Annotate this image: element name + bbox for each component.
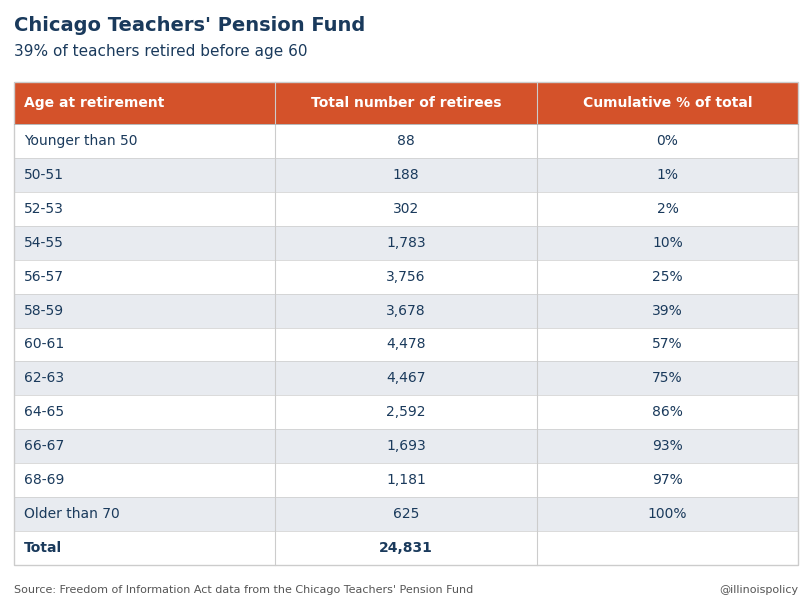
Text: 1%: 1% (655, 168, 678, 182)
Bar (14, 395, 797, 429)
Text: 56-57: 56-57 (24, 269, 64, 284)
Text: 1,181: 1,181 (385, 473, 426, 487)
Text: 0%: 0% (656, 134, 677, 148)
Text: Total number of retirees: Total number of retirees (311, 96, 500, 110)
Text: Source: Freedom of Information Act data from the Chicago Teachers' Pension Fund: Source: Freedom of Information Act data … (14, 585, 473, 595)
Text: 302: 302 (393, 202, 418, 216)
Bar (14, 463, 797, 497)
Text: 50-51: 50-51 (24, 168, 64, 182)
Bar (14, 226, 797, 260)
Text: 3,678: 3,678 (386, 304, 425, 317)
Text: @illinoispolicy: @illinoispolicy (718, 585, 797, 595)
Text: 68-69: 68-69 (24, 473, 64, 487)
Text: 88: 88 (397, 134, 414, 148)
Text: 58-59: 58-59 (24, 304, 64, 317)
Text: 2%: 2% (656, 202, 677, 216)
Text: 188: 188 (393, 168, 418, 182)
Bar (14, 192, 797, 226)
Text: 39% of teachers retired before age 60: 39% of teachers retired before age 60 (14, 44, 307, 59)
Text: 1,693: 1,693 (386, 439, 425, 453)
Bar (14, 293, 797, 328)
Text: 97%: 97% (651, 473, 682, 487)
Text: 3,756: 3,756 (386, 269, 425, 284)
Text: 86%: 86% (651, 405, 682, 419)
Text: Chicago Teachers' Pension Fund: Chicago Teachers' Pension Fund (14, 16, 365, 35)
Text: Older than 70: Older than 70 (24, 507, 119, 521)
Text: 93%: 93% (651, 439, 682, 453)
Text: 75%: 75% (651, 371, 682, 386)
Text: 60-61: 60-61 (24, 338, 64, 352)
Bar (14, 124, 797, 158)
Text: Age at retirement: Age at retirement (24, 96, 164, 110)
Bar (14, 328, 797, 362)
Text: 64-65: 64-65 (24, 405, 64, 419)
Text: 25%: 25% (651, 269, 682, 284)
Bar (14, 362, 797, 395)
Bar (14, 429, 797, 463)
Text: 39%: 39% (651, 304, 682, 317)
Text: 4,478: 4,478 (386, 338, 425, 352)
Text: 52-53: 52-53 (24, 202, 64, 216)
Text: 54-55: 54-55 (24, 236, 64, 250)
Text: 4,467: 4,467 (386, 371, 425, 386)
Text: 62-63: 62-63 (24, 371, 64, 386)
Bar (14, 260, 797, 293)
Bar (14, 158, 797, 192)
Text: 66-67: 66-67 (24, 439, 64, 453)
Text: 2,592: 2,592 (386, 405, 425, 419)
Text: 1,783: 1,783 (386, 236, 425, 250)
Text: 24,831: 24,831 (379, 541, 432, 555)
Text: Younger than 50: Younger than 50 (24, 134, 137, 148)
Text: Cumulative % of total: Cumulative % of total (582, 96, 751, 110)
Text: 100%: 100% (647, 507, 686, 521)
Text: Total: Total (24, 541, 62, 555)
Text: 57%: 57% (651, 338, 682, 352)
Bar (14, 82, 797, 124)
Bar (14, 531, 797, 565)
Text: 10%: 10% (651, 236, 682, 250)
Text: 625: 625 (393, 507, 418, 521)
Bar (14, 497, 797, 531)
Bar (14, 82, 797, 565)
